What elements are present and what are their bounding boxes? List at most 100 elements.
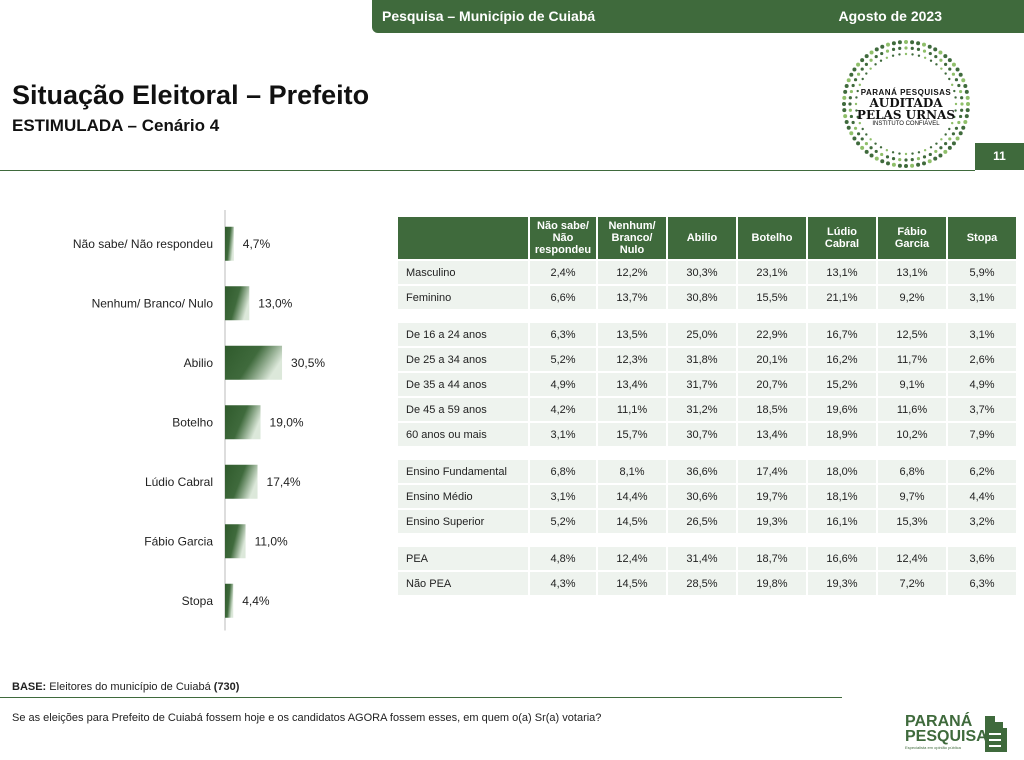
table-row: Não PEA 4,3% 14,5% 28,5% 19,8% 19,3% 7,2% 6,3% [398, 572, 1016, 595]
table-cell: 3,1% [530, 485, 596, 508]
bar [225, 524, 246, 559]
table-cell: 4,4% [948, 485, 1016, 508]
table-cell: 14,5% [598, 510, 666, 533]
table-cell: 4,9% [530, 373, 596, 396]
category-label: Botelho [172, 415, 213, 429]
seal-line-1: PARANÁ PESQUISAS [860, 88, 952, 97]
table-cell: 16,1% [808, 510, 876, 533]
seal-line-4: INSTITUTO CONFIÁVEL [872, 121, 940, 127]
value-label: 4,7% [243, 237, 271, 251]
table-cell: 9,2% [878, 286, 946, 309]
bar [225, 226, 234, 261]
table-group-gap [398, 535, 1016, 545]
table-cell: 3,1% [948, 286, 1016, 309]
table-cell: 14,4% [598, 485, 666, 508]
header-bar: Pesquisa – Município de Cuiabá Agosto de… [372, 0, 1024, 33]
bar [225, 583, 234, 618]
page-subtitle: ESTIMULADA – Cenário 4 [12, 116, 220, 135]
gap-cell [398, 448, 1016, 458]
table-cell: 3,1% [530, 423, 596, 446]
survey-question: Se as eleições para Prefeito de Cuiabá f… [12, 712, 602, 724]
table-col-header: Lúdio Cabral [808, 217, 876, 259]
table-body: Masculino 2,4% 12,2% 30,3% 23,1% 13,1% 13,1% 5,… [398, 261, 1016, 595]
category-label: Stopa [182, 594, 214, 608]
table-row: Ensino Médio 3,1% 14,4% 30,6% 19,7% 18,1% 9,7%… [398, 485, 1016, 508]
row-label: Não PEA [398, 572, 528, 595]
row-label: Ensino Superior [398, 510, 528, 533]
table-cell: 15,2% [808, 373, 876, 396]
table-group-gap [398, 311, 1016, 321]
table-cell: 3,2% [948, 510, 1016, 533]
base-label: BASE: [12, 681, 47, 693]
audit-seal: PARANÁ PESQUISAS AUDITADA PELAS URNAS IN… [840, 38, 972, 170]
table-cell: 31,4% [668, 547, 736, 570]
seal-line-3: PELAS URNAS [856, 108, 956, 122]
crosstab-table: Não sabe/ Não respondeu Nenhum/ Branco/ … [396, 215, 1018, 597]
table-cell: 12,4% [598, 547, 666, 570]
table-cell: 11,6% [878, 398, 946, 421]
table-cell: 18,7% [738, 547, 806, 570]
table-col-header: Botelho [738, 217, 806, 259]
base-count: (730) [213, 681, 240, 693]
table-cell: 31,8% [668, 348, 736, 371]
table-group-gap [398, 448, 1016, 458]
table-cell: 20,7% [738, 373, 806, 396]
table-row: De 45 a 59 anos 4,2% 11,1% 31,2% 18,5% 19,6% 1… [398, 398, 1016, 421]
table-cell: 8,1% [598, 460, 666, 483]
table-cell: 19,6% [808, 398, 876, 421]
table-cell: 16,7% [808, 323, 876, 346]
bar [225, 464, 258, 499]
table-row: Feminino 6,6% 13,7% 30,8% 15,5% 21,1% 9,2% 3,1% [398, 286, 1016, 309]
bar [225, 405, 261, 440]
row-label: De 16 a 24 anos [398, 323, 528, 346]
table-row: De 25 a 34 anos 5,2% 12,3% 31,8% 20,1% 16,2% 1… [398, 348, 1016, 371]
table-cell: 20,1% [738, 348, 806, 371]
table-cell: 13,1% [808, 261, 876, 284]
survey-date: Agosto de 2023 [838, 8, 942, 24]
table-row: De 16 a 24 anos 6,3% 13,5% 25,0% 22,9% 16,7% 1… [398, 323, 1016, 346]
table-cell: 10,2% [878, 423, 946, 446]
table-cell: 18,9% [808, 423, 876, 446]
table-cell: 19,3% [808, 572, 876, 595]
table-cell: 13,1% [878, 261, 946, 284]
table-row: Ensino Fundamental 6,8% 8,1% 36,6% 17,4% 18,0… [398, 460, 1016, 483]
bar [225, 345, 283, 380]
table-cell: 6,3% [530, 323, 596, 346]
header-separator [0, 170, 975, 171]
table-cell: 15,3% [878, 510, 946, 533]
table-cell: 23,1% [738, 261, 806, 284]
table-cell: 3,6% [948, 547, 1016, 570]
table-corner [398, 217, 528, 259]
seal-line-2: AUDITADA [869, 96, 943, 110]
table-row: 60 anos ou mais 3,1% 15,7% 30,7% 13,4% 18,9% 1… [398, 423, 1016, 446]
table-cell: 6,3% [948, 572, 1016, 595]
table-cell: 4,3% [530, 572, 596, 595]
value-label: 19,0% [270, 415, 304, 429]
table-cell: 30,3% [668, 261, 736, 284]
value-label: 17,4% [267, 475, 301, 489]
category-label: Fábio Garcia [144, 534, 213, 548]
table-cell: 28,5% [668, 572, 736, 595]
row-label: Ensino Fundamental [398, 460, 528, 483]
table-cell: 9,7% [878, 485, 946, 508]
table-cell: 2,4% [530, 261, 596, 284]
table-cell: 36,6% [668, 460, 736, 483]
table-cell: 3,1% [948, 323, 1016, 346]
footer-separator [0, 697, 842, 698]
row-label: Masculino [398, 261, 528, 284]
row-label: 60 anos ou mais [398, 423, 528, 446]
table-cell: 6,8% [878, 460, 946, 483]
logo-line-2: PESQUISAS [905, 728, 999, 745]
survey-title: Pesquisa – Município de Cuiabá [382, 8, 596, 24]
row-label: De 45 a 59 anos [398, 398, 528, 421]
table-cell: 12,2% [598, 261, 666, 284]
category-label: Não sabe/ Não respondeu [73, 237, 213, 251]
row-label: De 25 a 34 anos [398, 348, 528, 371]
category-label: Nenhum/ Branco/ Nulo [92, 296, 214, 310]
value-label: 4,4% [242, 594, 270, 608]
logo-line-1: PARANÁ [905, 713, 973, 730]
table-cell: 11,7% [878, 348, 946, 371]
table-cell: 19,3% [738, 510, 806, 533]
table-cell: 17,4% [738, 460, 806, 483]
gap-cell [398, 311, 1016, 321]
